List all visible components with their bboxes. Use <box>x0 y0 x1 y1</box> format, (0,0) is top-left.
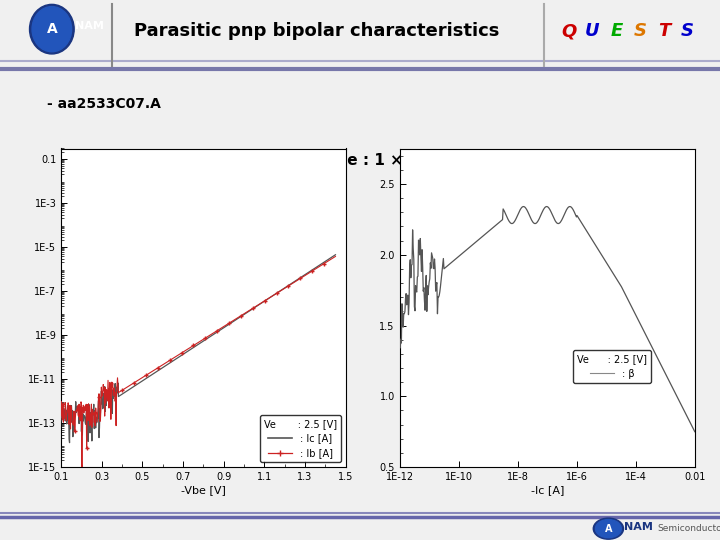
X-axis label: -Vbe [V]: -Vbe [V] <box>181 485 226 495</box>
Text: T: T <box>657 22 670 40</box>
Text: A: A <box>47 22 57 36</box>
Text: S: S <box>634 22 647 40</box>
Text: S: S <box>681 22 694 40</box>
Legend: : β: : β <box>573 350 651 382</box>
Text: Semiconductor: Semiconductor <box>657 524 720 533</box>
X-axis label: -Ic [A]: -Ic [A] <box>531 485 564 495</box>
Ellipse shape <box>32 6 72 52</box>
Text: Parasitic pnp bipolar characteristics: Parasitic pnp bipolar characteristics <box>134 22 500 40</box>
Ellipse shape <box>595 519 621 538</box>
Text: NAM: NAM <box>75 21 104 31</box>
Legend: : Ic [A], : Ib [A]: : Ic [A], : Ib [A] <box>260 415 341 462</box>
Ellipse shape <box>593 518 624 539</box>
Text: NAM: NAM <box>624 522 653 532</box>
Text: - aa2533C07.A: - aa2533C07.A <box>47 97 161 111</box>
Text: E: E <box>610 22 623 40</box>
Text: A: A <box>605 524 612 534</box>
Ellipse shape <box>30 4 74 54</box>
Text: U: U <box>585 22 600 40</box>
Text: Emitter size : 1 × 1 [um]: Emitter size : 1 × 1 [um] <box>256 153 464 168</box>
Text: Q: Q <box>561 22 577 40</box>
